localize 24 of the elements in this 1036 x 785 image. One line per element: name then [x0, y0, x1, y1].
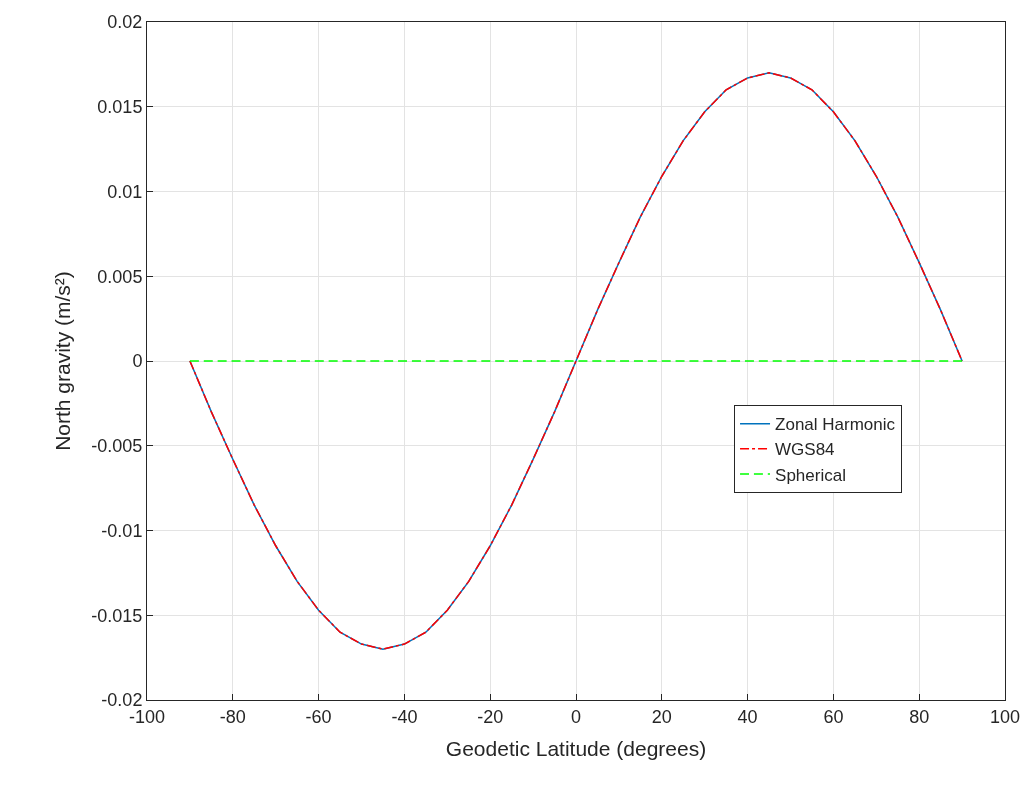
y-tick-label: 0.005 [97, 266, 143, 287]
legend-label: WGS84 [775, 440, 835, 460]
line-series [189, 72, 963, 650]
y-tick-label: 0 [132, 351, 143, 372]
x-axis-title: Geodetic Latitude (degrees) [445, 736, 707, 760]
x-tick-label: 100 [989, 706, 1021, 727]
legend-label: Spherical [775, 465, 846, 485]
y-tick-label: 0.015 [97, 97, 143, 118]
x-tick-label: 80 [909, 706, 930, 727]
y-tick-label: -0.01 [101, 520, 143, 541]
x-tick-label: 60 [823, 706, 844, 727]
x-tick-label: -40 [391, 706, 418, 727]
x-tick-label: -60 [305, 706, 332, 727]
y-axis-title: North gravity (m/s²) [50, 271, 74, 451]
x-tick-label: -20 [477, 706, 504, 727]
y-tick-label: -0.005 [91, 436, 143, 457]
y-tick-label: 0.01 [107, 181, 143, 202]
y-tick-label: 0.02 [107, 12, 143, 33]
x-tick-label: 40 [737, 706, 758, 727]
x-tick-label: 20 [651, 706, 672, 727]
x-tick-label: -80 [219, 706, 246, 727]
x-tick-label: 0 [570, 706, 582, 727]
legend-label: Zonal Harmonic [775, 415, 896, 435]
y-tick-label: -0.015 [91, 605, 143, 626]
